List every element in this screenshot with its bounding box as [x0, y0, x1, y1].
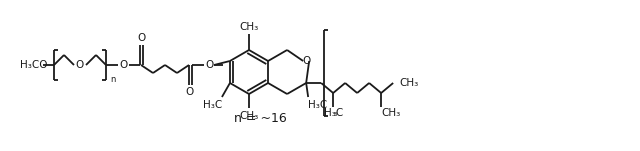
- Text: O: O: [205, 60, 213, 70]
- Text: CH₃: CH₃: [381, 108, 401, 118]
- Text: H₃C: H₃C: [308, 100, 328, 110]
- Text: CH₃: CH₃: [399, 78, 419, 88]
- Text: n = ~16: n = ~16: [234, 111, 286, 125]
- Text: O: O: [76, 60, 84, 70]
- Text: CH₃: CH₃: [239, 111, 259, 121]
- Text: O: O: [120, 60, 128, 70]
- Text: O: O: [186, 87, 194, 97]
- Text: O: O: [137, 33, 145, 43]
- Text: O: O: [302, 56, 310, 66]
- Text: CH₃: CH₃: [239, 22, 259, 32]
- Text: ₃: ₃: [333, 109, 337, 119]
- Text: H₃C: H₃C: [203, 100, 222, 110]
- Text: H₃C: H₃C: [324, 108, 343, 118]
- Text: H₃CO: H₃CO: [20, 60, 47, 70]
- Text: n: n: [110, 76, 115, 85]
